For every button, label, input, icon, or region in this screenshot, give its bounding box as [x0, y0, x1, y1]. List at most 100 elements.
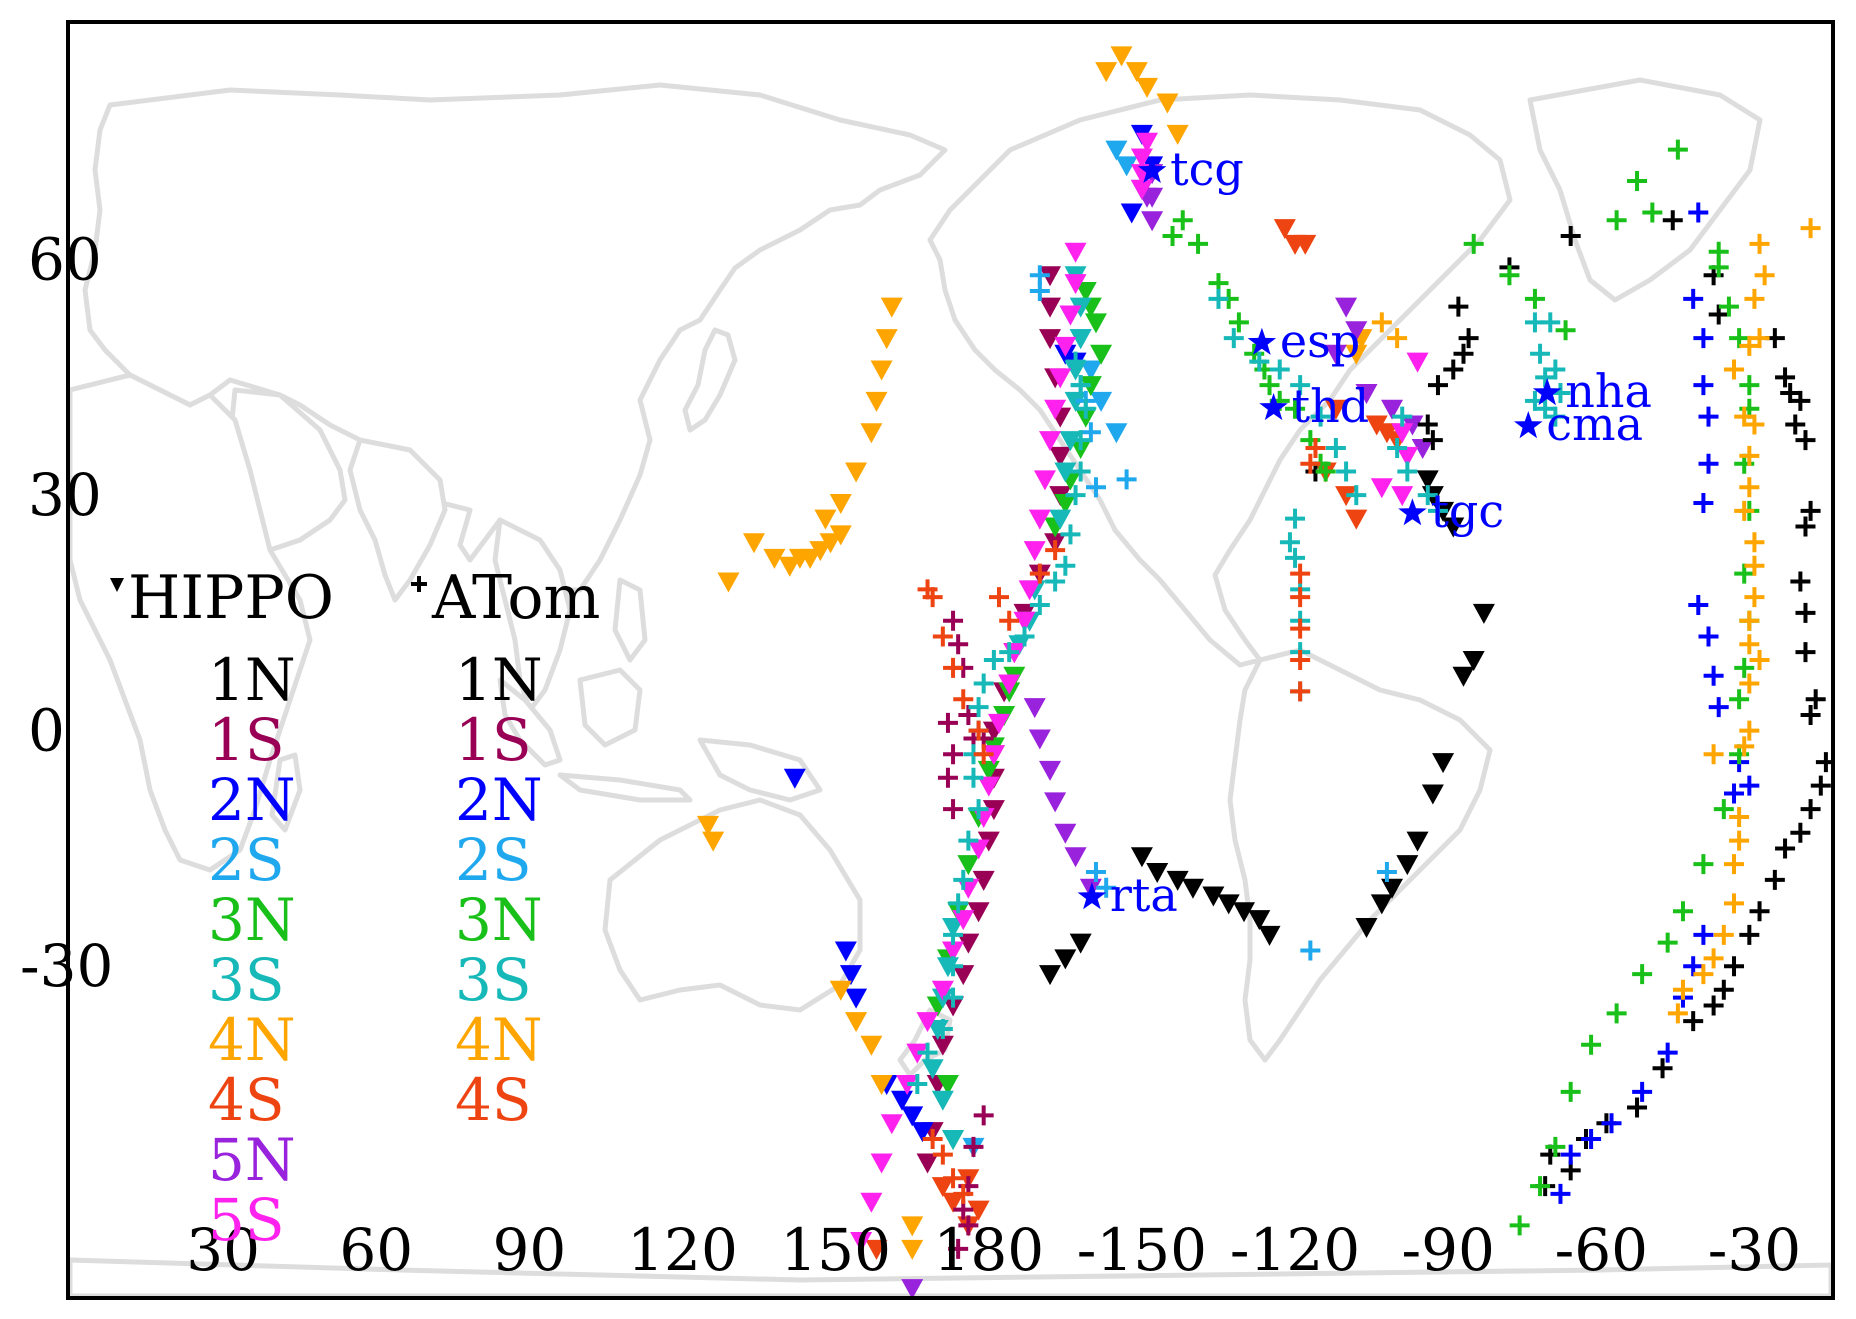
- hippo-4S-triangle-icon: [865, 1239, 888, 1260]
- hippo-1S-triangle-icon: [916, 1153, 939, 1174]
- hippo-1N-triangle-icon: [1248, 910, 1271, 931]
- hippo-5S-triangle-icon: [896, 1075, 919, 1095]
- hippo-4N-triangle-icon: [799, 548, 822, 569]
- land-outlines: [70, 77, 1831, 1296]
- hippo-5S-triangle-icon: [1023, 541, 1046, 562]
- atom-1N-plus-icon: [1775, 838, 1796, 859]
- hippo-3S-triangle-icon: [1049, 509, 1072, 530]
- hippo-1N-triangle-icon: [1069, 933, 1092, 954]
- atom-1N-plus-icon: [1795, 430, 1816, 451]
- atom-3N-plus-icon: [1555, 320, 1576, 341]
- land-greenland: [1527, 77, 1763, 303]
- x-tick-label: -150: [1077, 1216, 1207, 1284]
- atom-3S-plus-icon: [968, 799, 989, 820]
- hippo-1N-triangle-icon: [1181, 878, 1204, 899]
- atom-2N-plus-icon: [1581, 1128, 1602, 1149]
- hippo-4N-triangle-icon: [1166, 124, 1189, 145]
- land-madagascar: [269, 752, 303, 833]
- hippo-1N-triangle-icon: [1355, 917, 1378, 938]
- atom-4S-plus-icon: [973, 744, 994, 765]
- hippo-5N-triangle-icon: [1141, 211, 1164, 232]
- atom-3N-plus-icon: [1667, 139, 1688, 160]
- atom-4S-plus-icon: [1290, 681, 1311, 702]
- atom-1N-plus-icon: [1749, 901, 1770, 922]
- hippo-5S-triangle-icon: [1370, 478, 1393, 499]
- hippo-4S-triangle-icon: [1375, 423, 1398, 444]
- legend-entry-3s: 3S: [208, 946, 285, 1014]
- atom-3S-plus-icon: [943, 987, 964, 1008]
- atom-3N-plus-icon: [1259, 375, 1280, 396]
- atom-1N-plus-icon: [1795, 642, 1816, 663]
- hippo-2N-triangle-icon: [891, 1090, 914, 1111]
- atom-3S-plus-icon: [999, 642, 1020, 663]
- hippo-5S-triangle-icon: [1391, 423, 1414, 444]
- atom-4S-plus-icon: [953, 689, 974, 710]
- atom-4N-plus-icon: [1729, 830, 1750, 851]
- atom-2N-plus-icon: [1601, 1113, 1622, 1134]
- atom-3N-plus-icon: [1729, 689, 1750, 710]
- atom-3N-plus-icon: [1285, 398, 1306, 419]
- hippo-4N-triangle-icon: [1345, 344, 1368, 365]
- station-nha-star-icon: [1532, 378, 1562, 406]
- hippo-4S-triangle-icon: [942, 1192, 965, 1213]
- hippo-3N-triangle-icon: [977, 760, 1000, 781]
- atom-1N-plus-icon: [1713, 979, 1734, 1000]
- atom-3N-plus-icon: [1672, 901, 1693, 922]
- atom-4S-plus-icon: [953, 1183, 974, 1204]
- atom-1N-plus-icon: [1775, 367, 1796, 388]
- atom-3S-plus-icon: [907, 1074, 928, 1094]
- atom-3S-plus-icon: [963, 767, 984, 788]
- hippo-1N-triangle-icon: [1452, 666, 1475, 687]
- hippo-5S-triangle-icon: [1130, 148, 1153, 169]
- atom-4N-plus-icon: [1739, 720, 1760, 741]
- station-label-tgc: tgc: [1430, 484, 1504, 538]
- y-tick-label: -30: [20, 932, 113, 1000]
- hippo-5S-triangle-icon: [1013, 611, 1036, 632]
- x-tick-label: 60: [339, 1216, 413, 1284]
- atom-3S-plus-icon: [1530, 343, 1551, 364]
- hippo-5N-triangle-icon: [901, 1279, 924, 1296]
- atom-3N-plus-icon: [1734, 657, 1755, 678]
- atom-4S-plus-icon: [968, 720, 989, 741]
- legend-entry-2s: 2S: [455, 826, 532, 894]
- hippo-5S-triangle-icon: [880, 1114, 903, 1135]
- atom-2N-plus-icon: [1683, 956, 1704, 977]
- atom-1N-plus-icon: [1795, 516, 1816, 537]
- atom-3N-plus-icon: [1560, 1081, 1581, 1102]
- atom-3S-plus-icon: [1535, 398, 1556, 419]
- hippo-1N-triangle-icon: [1396, 855, 1419, 876]
- atom-4S-plus-icon: [999, 610, 1020, 631]
- atom-2N-plus-icon: [1724, 783, 1745, 804]
- land-antarctica-edge: [70, 1257, 1831, 1296]
- atom-4N-plus-icon: [1739, 477, 1760, 498]
- hippo-1N-triangle-icon: [1381, 878, 1404, 899]
- atom-3S-plus-icon: [1070, 375, 1091, 396]
- hippo-4N-triangle-icon: [697, 815, 720, 836]
- atom-3S-plus-icon: [1075, 398, 1096, 419]
- atom-3S-plus-icon: [1055, 555, 1076, 576]
- atom-4N-plus-icon: [1739, 634, 1760, 655]
- hippo-1S-triangle-icon: [1039, 297, 1062, 318]
- atom-3S-plus-icon: [917, 1042, 938, 1063]
- atom-1N-plus-icon: [1790, 822, 1811, 843]
- hippo-4N-triangle-icon: [860, 1035, 883, 1056]
- hippo-1S-triangle-icon: [952, 965, 975, 986]
- atom-1N-plus-icon: [1790, 571, 1811, 592]
- atom-1S-plus-icon: [943, 610, 964, 631]
- atom-4N-plus-icon: [1693, 964, 1714, 985]
- hippo-2N-triangle-icon: [783, 768, 806, 789]
- legend-hippo-title: HIPPO: [128, 563, 334, 633]
- hippo-3S-triangle-icon: [1059, 431, 1082, 452]
- land-australia: [602, 797, 863, 1013]
- hippo-5S-triangle-icon: [1044, 399, 1067, 420]
- atom-3S-plus-icon: [1427, 500, 1448, 521]
- atom-3N-plus-icon: [1606, 210, 1627, 231]
- hippo-1N-triangle-icon: [1130, 847, 1153, 868]
- atom-3N-plus-icon: [1228, 312, 1249, 333]
- hippo-5S-triangle-icon: [1391, 486, 1414, 507]
- station-esp-star-icon: [1247, 327, 1277, 355]
- atom-4N-plus-icon: [1729, 807, 1750, 828]
